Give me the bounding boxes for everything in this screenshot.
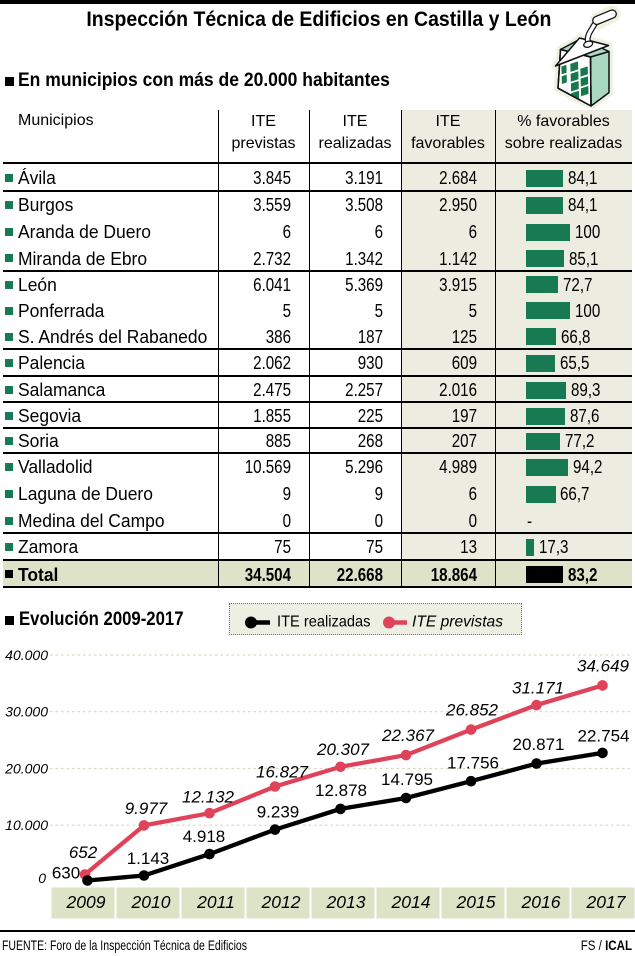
svg-text:34.649: 34.649 xyxy=(577,657,630,676)
svg-text:12.132: 12.132 xyxy=(182,788,235,807)
svg-text:31.171: 31.171 xyxy=(512,679,564,698)
svg-text:ITE realizadas: ITE realizadas xyxy=(277,614,371,631)
svg-text:10.000: 10.000 xyxy=(5,817,48,833)
svg-text:1.143: 1.143 xyxy=(127,849,170,868)
svg-text:0: 0 xyxy=(38,870,46,886)
svg-text:4.918: 4.918 xyxy=(183,827,226,846)
svg-text:2013: 2013 xyxy=(326,892,366,912)
svg-text:14.795: 14.795 xyxy=(381,770,433,789)
svg-text:16.827: 16.827 xyxy=(256,763,309,782)
svg-text:22.367: 22.367 xyxy=(381,726,435,745)
svg-text:2015: 2015 xyxy=(456,892,496,912)
svg-text:9.239: 9.239 xyxy=(257,803,300,822)
svg-text:2010: 2010 xyxy=(131,892,171,912)
svg-text:12.878: 12.878 xyxy=(315,781,367,800)
svg-text:9.977: 9.977 xyxy=(125,799,168,818)
svg-text:652: 652 xyxy=(69,843,98,862)
svg-text:30.000: 30.000 xyxy=(5,704,48,720)
svg-text:ITE previstas: ITE previstas xyxy=(412,614,503,631)
svg-text:630: 630 xyxy=(52,864,80,883)
svg-text:2012: 2012 xyxy=(261,892,301,912)
svg-text:2016: 2016 xyxy=(521,892,561,912)
svg-text:40.000: 40.000 xyxy=(5,647,48,663)
svg-text:2017: 2017 xyxy=(586,892,627,912)
svg-text:20.000: 20.000 xyxy=(4,761,48,777)
svg-text:20.871: 20.871 xyxy=(513,735,565,754)
svg-text:17.756: 17.756 xyxy=(447,754,499,773)
svg-text:2014: 2014 xyxy=(391,892,431,912)
svg-text:22.754: 22.754 xyxy=(578,727,630,746)
svg-text:20.307: 20.307 xyxy=(316,740,370,759)
svg-text:2011: 2011 xyxy=(196,892,235,912)
svg-text:2009: 2009 xyxy=(66,892,106,912)
svg-text:26.852: 26.852 xyxy=(445,701,499,720)
